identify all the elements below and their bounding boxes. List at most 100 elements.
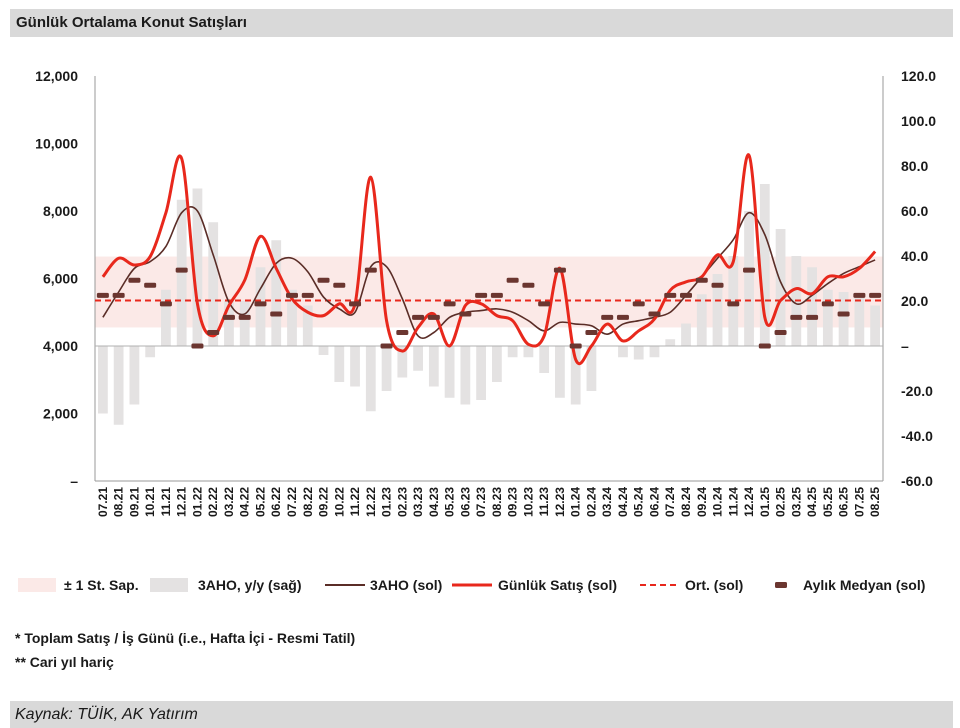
- median-marker: [191, 343, 204, 349]
- yoy-bar: [176, 199, 187, 346]
- x-tick: 07.25: [852, 487, 866, 517]
- x-tick: 12.21: [175, 487, 189, 517]
- x-tick: 12.24: [742, 487, 756, 517]
- y-right-tick: 40.0: [901, 248, 928, 264]
- legend-label: 3AHO, y/y (sağ): [198, 577, 301, 593]
- x-tick: 08.23: [490, 487, 504, 517]
- yoy-bar: [539, 346, 550, 373]
- median-marker: [128, 277, 141, 283]
- x-tick: 11.23: [537, 487, 551, 517]
- y-right-tick: 120.0: [901, 68, 936, 84]
- x-tick: 02.22: [206, 487, 220, 517]
- x-tick: 09.21: [127, 487, 141, 517]
- x-tick: 01.22: [190, 487, 204, 517]
- x-tick: 05.25: [821, 487, 835, 517]
- x-tick: 07.24: [663, 487, 677, 517]
- yoy-bar: [460, 346, 471, 405]
- x-tick: 01.23: [380, 487, 394, 517]
- median-marker: [270, 311, 283, 317]
- median-marker: [364, 267, 377, 273]
- yoy-bar: [759, 184, 770, 346]
- median-marker: [743, 267, 756, 273]
- source-bar: Kaynak: TÜİK, AK Yatırım: [10, 701, 953, 728]
- yoy-bar: [586, 346, 597, 391]
- median-marker: [317, 277, 330, 283]
- yoy-bar: [633, 346, 644, 360]
- y-right-tick: -60.0: [901, 473, 933, 489]
- yoy-bar: [507, 346, 518, 358]
- median-marker: [869, 292, 882, 298]
- x-tick: 10.22: [332, 487, 346, 517]
- x-tick: 12.23: [553, 487, 567, 517]
- x-tick: 05.23: [443, 487, 457, 517]
- yoy-bar: [822, 289, 833, 346]
- yoy-bar: [744, 211, 754, 346]
- median-marker: [790, 314, 803, 320]
- chart-title: Günlük Ortalama Konut Satışları: [16, 14, 247, 31]
- yoy-bar: [129, 346, 140, 405]
- y-left-tick: 6,000: [43, 271, 78, 287]
- x-tick: 09.22: [317, 487, 331, 517]
- y-right-tick: 20.0: [901, 293, 928, 309]
- median-marker: [222, 314, 235, 320]
- x-tick: 08.25: [868, 487, 882, 517]
- y-left-tick: 12,000: [35, 68, 78, 84]
- median-marker: [396, 330, 409, 335]
- chart-area: – 2,000 4,000 6,000 8,000 10,000 12,000 -60.0 -4…: [18, 68, 936, 593]
- yoy-bar: [854, 294, 865, 346]
- median-marker: [711, 282, 724, 288]
- x-tick: 06.23: [458, 487, 472, 517]
- yoy-bar: [428, 346, 439, 387]
- footnote-2: ** Cari yıl hariç: [15, 654, 114, 670]
- yoy-bar: [681, 323, 691, 346]
- yoy-bar: [224, 301, 234, 346]
- yoy-bar: [696, 294, 707, 346]
- x-tick: 12.22: [364, 487, 378, 517]
- y-right-tick: 60.0: [901, 203, 928, 219]
- yoy-bar: [271, 240, 282, 346]
- x-tick: 01.25: [758, 487, 772, 517]
- yoy-bar: [255, 267, 266, 346]
- yoy-bar: [287, 289, 297, 346]
- yoy-bar: [365, 346, 376, 412]
- yoy-bar: [712, 274, 723, 346]
- y-left-tick: 8,000: [43, 203, 78, 219]
- median-marker: [601, 314, 614, 320]
- x-tick: 03.22: [222, 487, 236, 517]
- yoy-bar: [413, 346, 423, 371]
- x-tick: 09.24: [695, 487, 709, 517]
- yoy-bar: [318, 346, 329, 355]
- yoy-bar: [113, 346, 124, 425]
- median-marker: [664, 292, 677, 298]
- legend-label: 3AHO (sol): [370, 577, 442, 593]
- x-tick: 05.24: [632, 487, 646, 517]
- x-tick: 10.24: [711, 487, 725, 517]
- x-tick: 04.25: [805, 487, 819, 517]
- yoy-bar: [665, 339, 676, 346]
- legend-label: Günlük Satış (sol): [498, 577, 617, 593]
- legend-label: Ort. (sol): [685, 577, 743, 593]
- median-marker: [806, 314, 819, 320]
- x-tick: 10.23: [521, 487, 535, 517]
- median-marker: [159, 301, 172, 307]
- legend-label: Aylık Medyan (sol): [803, 577, 925, 593]
- y-left-tick: –: [70, 473, 78, 489]
- y-right-tick: 80.0: [901, 158, 928, 174]
- median-marker: [680, 292, 692, 298]
- median-marker: [238, 314, 251, 320]
- median-marker: [648, 311, 661, 317]
- x-tick: 07.21: [96, 487, 110, 517]
- x-tick: 08.22: [301, 487, 315, 517]
- title-bar: Günlük Ortalama Konut Satışları: [10, 9, 953, 37]
- source-text: Kaynak: TÜİK, AK Yatırım: [15, 706, 198, 723]
- median-marker: [475, 292, 488, 298]
- median-marker: [569, 343, 582, 349]
- yoy-bar: [350, 346, 360, 387]
- yoy-bar: [555, 346, 565, 398]
- yoy-bar: [491, 346, 502, 382]
- x-tick: 03.25: [789, 487, 803, 517]
- yoy-bar: [618, 346, 628, 358]
- x-tick: 02.25: [774, 487, 788, 517]
- median-marker: [112, 292, 125, 298]
- median-marker: [616, 314, 629, 320]
